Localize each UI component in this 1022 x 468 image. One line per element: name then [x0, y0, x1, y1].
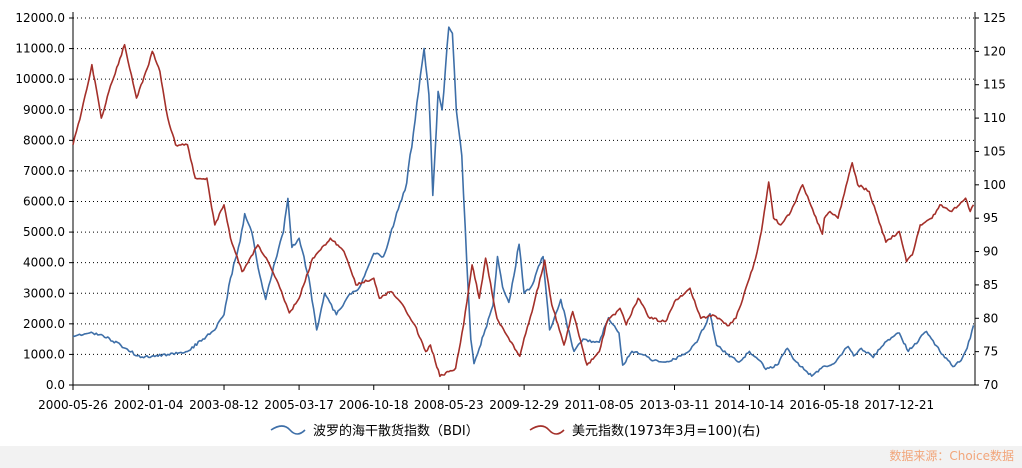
x-tick-label: 2011-08-05 — [564, 398, 634, 412]
x-tick-label: 2016-05-18 — [789, 398, 859, 412]
left-tick-label: 4000.0 — [23, 256, 65, 270]
x-tick-label: 2006-10-18 — [339, 398, 409, 412]
right-tick-label: 100 — [983, 178, 1006, 192]
series-line-bdi — [72, 26, 975, 377]
left-tick-label: 7000.0 — [23, 164, 65, 178]
legend-label-bdi: 波罗的海干散货指数（BDI） — [313, 423, 479, 439]
series-lines — [72, 26, 975, 378]
axes — [72, 12, 976, 386]
right-tick-label: 85 — [983, 278, 998, 292]
left-tick-label: 5000.0 — [23, 225, 65, 239]
series-line-usd-index — [72, 43, 975, 378]
left-tick-label: 1000.0 — [23, 347, 65, 361]
right-tick-label: 70 — [983, 378, 998, 392]
right-axis-ticks: 70 75 80 85 90 95 100 105 110 115 120 125 — [975, 11, 1006, 392]
x-tick-label: 2014-10-14 — [715, 398, 785, 412]
x-tick-label: 2013-03-11 — [640, 398, 710, 412]
right-tick-label: 75 — [983, 345, 998, 359]
legend-swatch-usd — [529, 425, 565, 435]
right-tick-label: 105 — [983, 144, 1006, 158]
left-tick-label: 11000.0 — [15, 42, 65, 56]
legend: 波罗的海干散货指数（BDI） 美元指数(1973年3月=100)(右) — [270, 423, 760, 439]
right-tick-label: 90 — [983, 245, 998, 259]
x-tick-label: 2000-05-26 — [38, 398, 108, 412]
left-tick-label: 6000.0 — [23, 195, 65, 209]
right-tick-label: 110 — [983, 111, 1006, 125]
left-tick-label: 9000.0 — [23, 103, 65, 117]
x-tick-label: 2017-12-21 — [864, 398, 934, 412]
right-tick-label: 125 — [983, 11, 1006, 25]
x-tick-label: 2003-08-12 — [189, 398, 259, 412]
right-tick-label: 80 — [983, 311, 998, 325]
left-tick-label: 12000.0 — [15, 11, 65, 25]
right-tick-label: 115 — [983, 78, 1006, 92]
right-tick-label: 95 — [983, 211, 998, 225]
legend-swatch-bdi — [270, 425, 306, 435]
source-note: 数据来源：Choice数据 — [889, 449, 1014, 463]
bottom-bar — [0, 446, 1022, 468]
legend-label-usd: 美元指数(1973年3月=100)(右) — [572, 424, 760, 439]
x-tick-label: 2005-03-17 — [264, 398, 334, 412]
x-tick-label: 2009-12-29 — [489, 398, 559, 412]
left-axis-ticks: 0.0 1000.0 2000.0 3000.0 4000.0 5000.0 6000.0 7… — [15, 11, 73, 392]
x-tick-label: 2002-01-04 — [114, 398, 184, 412]
x-tick-label: 2008-05-23 — [414, 398, 484, 412]
left-tick-label: 0.0 — [46, 378, 65, 392]
left-tick-label: 2000.0 — [23, 317, 65, 331]
right-tick-label: 120 — [983, 44, 1006, 58]
left-tick-label: 8000.0 — [23, 133, 65, 147]
left-tick-label: 3000.0 — [23, 286, 65, 300]
left-tick-label: 10000.0 — [15, 72, 65, 86]
x-axis-ticks: 2000-05-26 2002-01-04 2003-08-12 2005-03-17… — [38, 385, 934, 412]
